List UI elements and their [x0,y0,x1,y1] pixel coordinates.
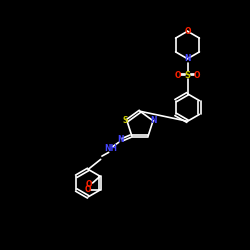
Text: N: N [150,116,156,125]
Text: O: O [194,70,200,80]
Text: O: O [84,186,91,194]
Text: O: O [86,180,92,190]
Text: N: N [184,54,191,63]
Text: O: O [175,70,181,80]
Text: S: S [123,116,128,125]
Text: O: O [184,27,191,36]
Text: S: S [184,70,190,80]
Text: NH: NH [105,144,118,153]
Text: N: N [118,135,124,144]
